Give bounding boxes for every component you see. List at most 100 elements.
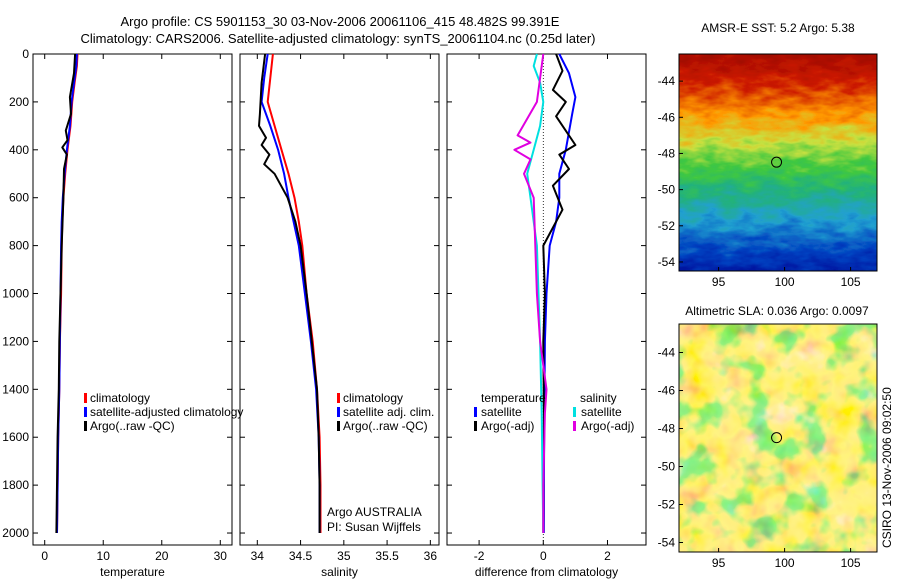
y-tick-label: 1800 (2, 478, 29, 492)
legend-label: Argo(-adj) (581, 419, 634, 433)
series-line (513, 53, 548, 533)
plot-frame (32, 53, 233, 546)
y-tick-label: -46 (658, 384, 676, 398)
sst-heatmap (679, 54, 877, 271)
series-line (260, 53, 321, 533)
y-tick-label: -44 (658, 346, 676, 360)
y-tick-label: 800 (9, 239, 29, 253)
sla-map-title: Altimetric SLA: 0.036 Argo: 0.0097 (685, 304, 869, 318)
y-tick-label: -48 (658, 422, 676, 436)
series-line (526, 53, 545, 534)
title-line-2: Climatology: CARS2006. Satellite-adjuste… (81, 31, 596, 46)
sla-heatmap (679, 324, 877, 552)
float-position-marker (771, 156, 783, 168)
legend-swatch-temp-satellite (474, 407, 477, 417)
x-tick-label: 34.5 (289, 549, 313, 563)
series-line (542, 53, 577, 533)
legend-swatch-satellite (84, 407, 87, 417)
y-tick-label: -46 (658, 110, 676, 124)
salinity-panel: 34 34.5 35 35.5 36 salinity (239, 53, 440, 579)
x-tick-label: 95 (712, 275, 726, 289)
legend-swatch-sal-argo (573, 421, 576, 431)
series-line (266, 53, 322, 533)
legend-label: satellite (581, 405, 622, 419)
legend-label: satellite adj. clim. (343, 405, 434, 419)
y-tick-label: -50 (658, 183, 676, 197)
legend-swatch-argo (84, 421, 87, 431)
y-tick-label: 1600 (2, 430, 29, 444)
legend-label: Argo(..raw -QC) (343, 419, 428, 433)
annotation-pi: PI: Susan Wijffels (327, 520, 421, 534)
legend-swatch-satellite (337, 407, 340, 417)
x-tick-label: 34 (251, 549, 265, 563)
x-tick-label: 35 (337, 549, 351, 563)
y-tick-label: 1400 (2, 382, 29, 396)
title-line-1: Argo profile: CS 5901153_30 03-Nov-2006 … (121, 14, 560, 29)
x-tick-label: 100 (775, 556, 795, 570)
temperature-panel: 0 10 20 30 0 200 400 600 800 1000 1200 1400 1600 1800… (2, 47, 233, 579)
legend-swatch-sal-satellite (573, 407, 576, 417)
sst-map-panel: AMSR-E SST: 5.2 Argo: 5.38 95 100 105 -44 -4… (658, 21, 878, 289)
legend-label: Argo(-adj) (481, 419, 534, 433)
difference-legend: temperature salinity satellite Argo(-adj… (474, 391, 634, 433)
y-tick-label: -54 (658, 255, 676, 269)
plot-frame (446, 53, 647, 546)
x-tick-label: 100 (775, 275, 795, 289)
legend-label: climatology (90, 391, 150, 405)
x-tick-label: 30 (214, 549, 228, 563)
float-position-marker (771, 432, 783, 444)
x-tick-label: 35.5 (375, 549, 399, 563)
y-tick-label: -52 (658, 498, 676, 512)
x-tick-label: 105 (841, 275, 861, 289)
x-axis-label: salinity (321, 565, 358, 579)
legend-label: climatology (343, 391, 403, 405)
x-tick-label: 20 (155, 549, 169, 563)
y-tick-label: 1200 (2, 334, 29, 348)
y-tick-label: -54 (658, 536, 676, 550)
annotation-argo-australia: Argo AUSTRALIA (327, 505, 422, 519)
x-tick-label: 2 (604, 549, 611, 563)
legend-label: Argo(..raw -QC) (90, 419, 175, 433)
x-tick-label: 10 (97, 549, 111, 563)
series-line (258, 53, 321, 533)
legend-swatch-climatology (84, 393, 87, 403)
y-tick-label: -48 (658, 146, 676, 160)
y-tick-label: 1000 (2, 287, 29, 301)
y-tick-label: 400 (9, 143, 29, 157)
salinity-legend: climatology satellite adj. clim. Argo(..… (327, 391, 434, 534)
y-tick-label: -52 (658, 219, 676, 233)
sst-map-frame (678, 53, 878, 272)
legend-swatch-temp-argo (474, 421, 477, 431)
y-tick-label: 0 (22, 47, 29, 61)
sla-map-panel: Altimetric SLA: 0.036 Argo: 0.0097 95 100… (658, 304, 878, 571)
series-line (55, 53, 77, 534)
y-tick-label: -44 (658, 74, 676, 88)
legend-label: satellite (481, 405, 522, 419)
x-tick-label: -2 (474, 549, 485, 563)
x-tick-label: 0 (540, 549, 547, 563)
legend-header-temperature: temperature (481, 391, 546, 405)
plot-frame (239, 53, 440, 546)
difference-panel: -2 0 2 difference from climatology (446, 53, 647, 579)
x-axis-label: difference from climatology (475, 565, 618, 579)
x-tick-label: 95 (712, 556, 726, 570)
legend-swatch-climatology (337, 393, 340, 403)
series-line (542, 53, 577, 533)
footer-credit: CSIRO 13-Nov-2006 09:02:50 (880, 387, 894, 548)
y-tick-label: 200 (9, 95, 29, 109)
x-tick-label: 105 (841, 556, 861, 570)
x-tick-label: 36 (424, 549, 438, 563)
y-tick-label: -50 (658, 460, 676, 474)
sla-map-axes: 95 100 105 -44 -46 -48 -50 -52 -54 (658, 346, 861, 571)
temperature-legend: climatology satellite-adjusted climatolo… (84, 391, 243, 433)
y-tick-label: 600 (9, 191, 29, 205)
y-tick-label: 2000 (2, 526, 29, 540)
x-axis-label: temperature (100, 565, 165, 579)
sst-map-title: AMSR-E SST: 5.2 Argo: 5.38 (701, 21, 855, 35)
legend-label: satellite-adjusted climatology (90, 405, 243, 419)
legend-header-salinity: salinity (580, 391, 617, 405)
legend-swatch-argo (337, 421, 340, 431)
sla-map-frame (678, 323, 878, 553)
sst-map-axes: 95 100 105 -44 -46 -48 -50 -52 -54 (658, 74, 861, 289)
